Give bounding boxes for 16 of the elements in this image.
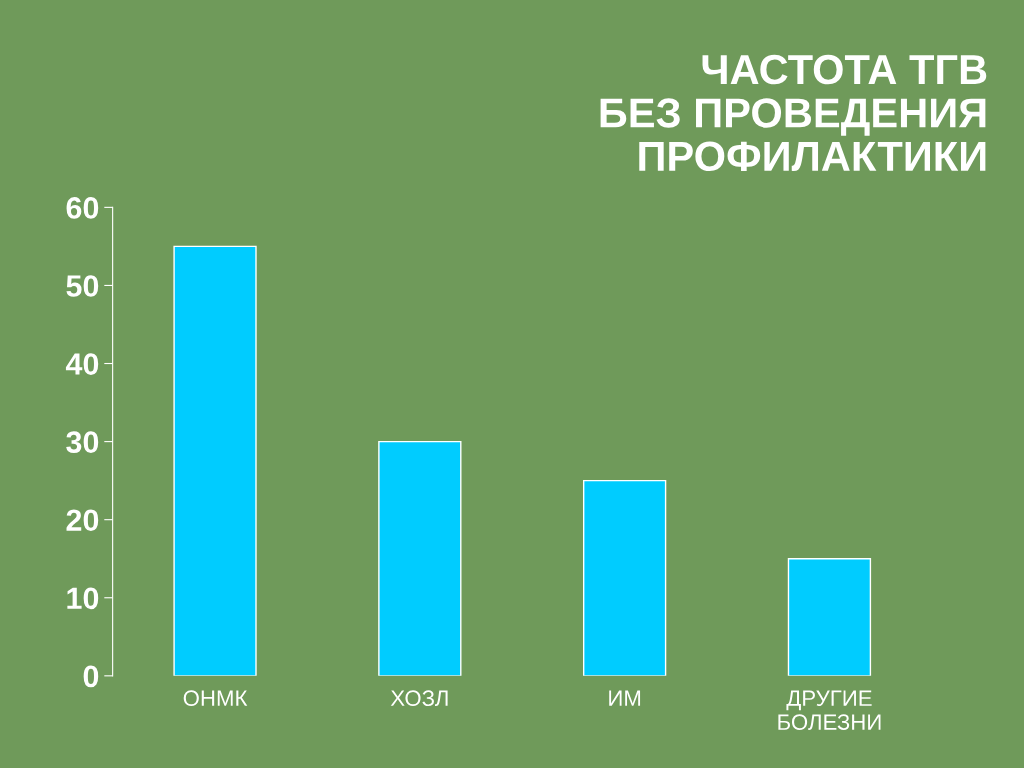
y-tick-label: 50 [66, 275, 99, 297]
y-tick-label: 40 [65, 353, 99, 375]
x-tick-label: ОНМК [183, 690, 248, 707]
x-tick-label: ИМ [609, 690, 641, 706]
bar [582, 479, 667, 676]
y-tick-label: 60 [66, 197, 99, 219]
x-tick-label: ХОЗЛ [390, 690, 448, 707]
y-tick-label: 20 [66, 509, 99, 532]
bar [787, 558, 872, 676]
x-tick-label: ДРУГИЕ БОЛЕЗНИ [778, 690, 881, 730]
y-tick-label: 30 [66, 431, 99, 454]
y-tick-label: 0 [83, 665, 99, 688]
bar [173, 245, 257, 676]
chart-title: ЧАСТОТА ТГВ БЕЗ ПРОВЕДЕНИЯ ПРОФИЛАКТИКИ [600, 54, 987, 172]
y-tick-label: 10 [67, 587, 99, 610]
bar [378, 440, 462, 676]
